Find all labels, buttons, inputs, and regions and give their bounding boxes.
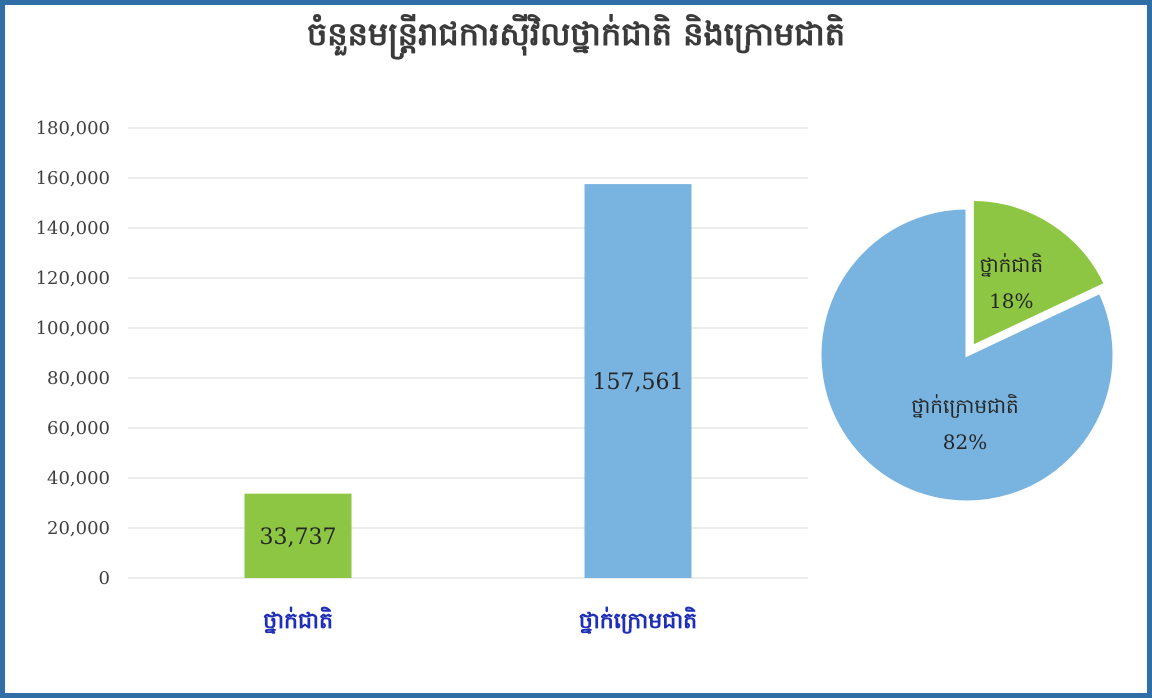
bar-data-label: 33,737 xyxy=(260,525,337,550)
x-category-label: ថ្នាក់ជាតិ xyxy=(263,606,333,634)
pie-slice-percent: 82% xyxy=(943,430,987,454)
y-tick-label: 60,000 xyxy=(47,418,110,439)
y-tick-label: 20,000 xyxy=(47,518,110,539)
pie-slice-label: ថ្នាក់ជាតិ xyxy=(980,252,1043,277)
y-axis-ticks: 0 20,000 40,000 60,000 80,000 100,000 120,000 1… xyxy=(36,118,110,589)
chart-title: ចំនួនមន្ត្រីរាជការស៊ីវិលថ្នាក់ជាតិ និងក្… xyxy=(306,15,845,53)
gridlines xyxy=(128,127,808,579)
y-tick-label: 100,000 xyxy=(36,318,110,339)
bars: 33,737 157,561 xyxy=(244,184,692,578)
y-tick-label: 40,000 xyxy=(47,468,110,489)
y-tick-label: 0 xyxy=(99,568,110,589)
y-tick-label: 180,000 xyxy=(36,118,110,139)
pie-chart: ថ្នាក់ជាតិ 18% ថ្នាក់ក្រោមជាតិ 82% xyxy=(818,198,1116,504)
y-tick-label: 80,000 xyxy=(47,368,110,389)
y-tick-label: 160,000 xyxy=(36,168,110,189)
pie-slice-percent: 18% xyxy=(989,289,1033,313)
x-category-label: ថ្នាក់ក្រោមជាតិ xyxy=(579,606,697,634)
bar-data-label: 157,561 xyxy=(593,370,684,395)
bar-2 xyxy=(584,184,692,578)
pie-slice-label: ថ្នាក់ក្រោមជាតិ xyxy=(911,393,1019,418)
bar-1 xyxy=(244,493,352,578)
category-labels: ថ្នាក់ជាតិ ថ្នាក់ក្រោមជាតិ xyxy=(263,606,697,634)
pie-slice-2 xyxy=(818,206,1116,504)
y-tick-label: 140,000 xyxy=(36,218,110,239)
pie-slice-1 xyxy=(970,198,1108,349)
y-tick-label: 120,000 xyxy=(36,268,110,289)
